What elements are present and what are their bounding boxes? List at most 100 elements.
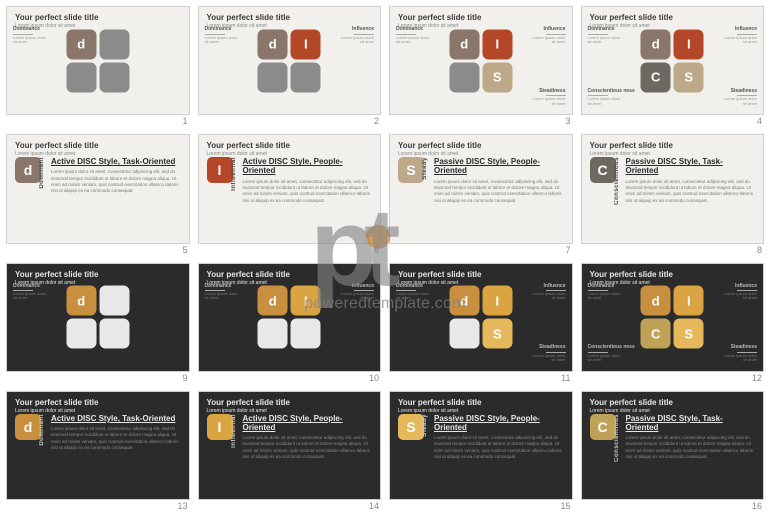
slide-number: 10	[369, 373, 379, 383]
disc-quad: d	[66, 286, 129, 349]
quad-square-empty	[99, 62, 129, 92]
detail-panel: SSteady Passive DISC Style, People-Orient…	[398, 414, 564, 493]
slide-canvas: Your perfect slide titleLorem ipsum dolo…	[389, 391, 573, 500]
quad-label: SteadinessLorem ipsum dolor sit amet	[532, 345, 566, 362]
slide-title: Your perfect slide title	[15, 13, 181, 22]
quad-square-I: I	[482, 286, 512, 316]
slide-number: 12	[752, 373, 762, 383]
slide-thumbnail[interactable]: Your perfect slide titleLorem ipsum dolo…	[198, 263, 382, 383]
slide-thumbnail[interactable]: Your perfect slide titleLorem ipsum dolo…	[6, 391, 190, 511]
quad-label-text: Dominance	[396, 27, 430, 33]
slide-number: 5	[182, 245, 187, 255]
slide-number: 9	[182, 373, 187, 383]
thumbnail-grid: Your perfect slide title Lorem ipsum dolo…	[0, 0, 770, 517]
slide-thumbnail[interactable]: Your perfect slide titleLorem ipsum dolo…	[6, 263, 190, 383]
big-letter-square: S	[398, 157, 424, 183]
detail-left: dDominant	[15, 157, 45, 236]
quad-label: DominanceLorem ipsum dolor sit amet	[13, 284, 47, 301]
slide-canvas: Your perfect slide titleLorem ipsum dolo…	[581, 134, 765, 243]
slide-thumbnail[interactable]: Your perfect slide title Lorem ipsum dolo…	[389, 263, 573, 383]
quad-label: SteadinessLorem ipsum dolor sit amet	[723, 89, 757, 106]
slide-canvas: Your perfect slide titleLorem ipsum dolo…	[198, 391, 382, 500]
vertical-label: Steady	[422, 414, 428, 437]
detail-text: Passive DISC Style, Task-OrientedLorem i…	[626, 157, 756, 236]
quad-label: DominanceLorem ipsum dolor sit amet	[396, 27, 430, 44]
detail-text: Active DISC Style, Task-OrientedLorem ip…	[51, 157, 181, 236]
quad-label-lorem: Lorem ipsum dolor sit amet	[396, 292, 430, 301]
big-letter-square: S	[398, 414, 424, 440]
disc-quad: dIS	[449, 29, 512, 92]
disc-quad: d	[66, 29, 129, 92]
quad-square-C: C	[641, 319, 671, 349]
slide-canvas: Your perfect slide titleLorem ipsum dolo…	[581, 391, 765, 500]
slide-thumbnail[interactable]: Your perfect slide titleLorem ipsum dolo…	[198, 134, 382, 254]
quad-label-text: Steadiness	[731, 345, 757, 351]
quad-label: DominanceLorem ipsum dolor sit amet	[588, 284, 622, 301]
big-letter-square: C	[590, 157, 616, 183]
slide-thumbnail[interactable]: Your perfect slide titleLorem ipsum dolo…	[198, 6, 382, 126]
quad-label-lorem: Lorem ipsum dolor sit amet	[532, 292, 566, 301]
quad-label-text: Influence	[544, 284, 566, 290]
slide-thumbnail[interactable]: Your perfect slide title Lorem ipsum dolo…	[581, 263, 765, 383]
slide-thumbnail[interactable]: Your perfect slide titleLorem ipsum dolo…	[6, 6, 190, 126]
quad-square-d: d	[449, 286, 479, 316]
quad-label-text: Steadiness	[539, 89, 565, 95]
quad-label-lorem: Lorem ipsum dolor sit amet	[13, 292, 47, 301]
detail-left: IInfluential	[207, 414, 237, 493]
quad-label: Conscientious nessLorem ipsum dolor sit …	[588, 89, 635, 106]
detail-panel: CConscientiousPassive DISC Style, Task-O…	[590, 157, 756, 236]
quad-square-S: S	[674, 62, 704, 92]
slide-thumbnail[interactable]: Your perfect slide titleLorem ipsum dolo…	[389, 391, 573, 511]
slide-number: 14	[369, 501, 379, 511]
slide-thumbnail[interactable]: Your perfect slide titleLorem ipsum dolo…	[389, 6, 573, 126]
quad-label: InfluenceLorem ipsum dolor sit amet	[532, 27, 566, 44]
slide-canvas: Your perfect slide titleLorem ipsum dolo…	[198, 6, 382, 115]
slide-canvas: Your perfect slide title Lorem ipsum dolo…	[581, 263, 765, 372]
quad-label: DominanceLorem ipsum dolor sit amet	[588, 27, 622, 44]
slide-title: Your perfect slide title	[590, 270, 756, 279]
detail-lorem: Lorem ipsum dolor sit amet, consectetur …	[51, 169, 181, 194]
detail-heading: Active DISC Style, Task-Oriented	[51, 414, 181, 423]
slide-title: Your perfect slide title	[207, 13, 373, 22]
detail-heading: Passive DISC Style, People-Oriented	[434, 414, 564, 432]
slide-number: 6	[374, 245, 379, 255]
disc-quad: dI	[258, 29, 321, 92]
quad-label-text: Influence	[735, 284, 757, 290]
detail-panel: dDominantActive DISC Style, Task-Oriente…	[15, 157, 181, 236]
quad-label: DominanceLorem ipsum dolor sit amet	[205, 27, 239, 44]
big-letter-square: I	[207, 157, 233, 183]
quad-label-text: Dominance	[396, 284, 430, 290]
detail-text: Active DISC Style, Task-OrientedLorem ip…	[51, 414, 181, 493]
detail-panel: SSteadyPassive DISC Style, People-Orient…	[398, 157, 564, 236]
quad-square-d: d	[66, 29, 96, 59]
vertical-label: Influential	[231, 157, 237, 191]
detail-text: Active DISC Style, People-OrientedLorem …	[243, 414, 373, 493]
slide-thumbnail[interactable]: Your perfect slide titleLorem ipsum dolo…	[581, 6, 765, 126]
detail-left: CConscientious	[590, 414, 620, 493]
quad-label: Dominance Lorem ipsum dolor sit amet	[396, 284, 430, 301]
detail-lorem: Lorem ipsum dolor sit amet, consectetur …	[243, 179, 373, 204]
quad-square-C: C	[641, 62, 671, 92]
slide-thumbnail[interactable]: Your perfect slide titleLorem ipsum dolo…	[581, 391, 765, 511]
slide-thumbnail[interactable]: Your perfect slide titleLorem ipsum dolo…	[389, 134, 573, 254]
slide-canvas: Your perfect slide titleLorem ipsum dolo…	[198, 134, 382, 243]
disc-quad: dIS	[449, 286, 512, 349]
quad-label-lorem: Lorem ipsum dolor sit amet	[723, 354, 757, 363]
quad-square-empty	[99, 29, 129, 59]
quad-square-I: I	[674, 286, 704, 316]
slide-title: Your perfect slide title	[398, 270, 564, 279]
detail-text: Passive DISC Style, People-OrientedLorem…	[434, 414, 564, 493]
detail-panel: IInfluentialActive DISC Style, People-Or…	[207, 157, 373, 236]
quad-label: InfluenceLorem ipsum dolor sit amet	[340, 27, 374, 44]
slide-thumbnail[interactable]: Your perfect slide titleLorem ipsum dolo…	[198, 391, 382, 511]
quad-label-lorem: Lorem ipsum dolor sit amet	[205, 292, 239, 301]
slide-title: Your perfect slide title	[15, 141, 181, 150]
detail-left: dDominant	[15, 414, 45, 493]
slide-number: 2	[374, 116, 379, 126]
detail-heading: Passive DISC Style, Task-Oriented	[626, 157, 756, 175]
slide-canvas: Your perfect slide titleLorem ipsum dolo…	[6, 6, 190, 115]
slide-thumbnail[interactable]: Your perfect slide title Lorem ipsum dolo…	[6, 134, 190, 254]
quad-square-empty	[449, 319, 479, 349]
slide-thumbnail[interactable]: Your perfect slide titleLorem ipsum dolo…	[581, 134, 765, 254]
quad-label-lorem: Lorem ipsum dolor sit amet	[532, 97, 566, 106]
